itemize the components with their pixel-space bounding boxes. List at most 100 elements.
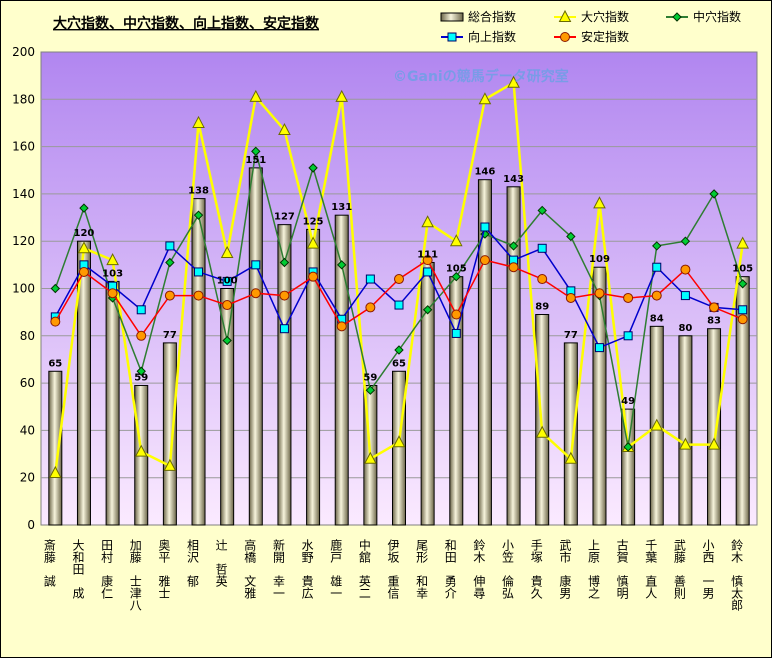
series-marker (680, 236, 691, 246)
series-marker (707, 437, 721, 450)
series-marker (136, 366, 146, 376)
series-marker (335, 89, 349, 102)
x-tick-label: 鈴木 慎太郎 (730, 538, 744, 611)
series-marker (593, 196, 606, 209)
x-tick-label: 和田 勇介 (443, 539, 457, 599)
series-marker (565, 292, 576, 303)
x-tick-label: 千葉 直人 (644, 539, 658, 599)
series-marker (279, 290, 290, 301)
series-marker (423, 267, 433, 277)
series-marker (279, 257, 290, 268)
series-marker (650, 418, 664, 431)
bar (76, 240, 91, 526)
series-marker (78, 266, 89, 277)
series-marker (566, 231, 576, 242)
bar-data-label: 109 (589, 254, 610, 265)
series-marker (48, 465, 62, 478)
series-marker (251, 260, 261, 270)
series-marker (392, 435, 406, 448)
series-marker (194, 267, 204, 277)
legend-label: 安定指数 (581, 29, 629, 44)
series-marker (564, 451, 578, 464)
series-marker (336, 321, 347, 332)
series-marker (623, 292, 634, 303)
bar-data-label: 65 (48, 358, 62, 369)
series-marker (680, 264, 691, 275)
bar (306, 228, 321, 526)
series-marker (508, 262, 519, 273)
series-marker (165, 257, 175, 268)
bar-data-label: 120 (74, 228, 95, 239)
series-marker (507, 75, 520, 88)
series-marker (50, 316, 61, 327)
x-tick-label: 武市 康男 (558, 539, 572, 599)
bar (248, 167, 263, 526)
series-marker (736, 236, 750, 249)
series-marker (422, 305, 433, 315)
y-tick-label: 140 (12, 187, 35, 201)
x-tick-label: 伊坂 重信 (386, 539, 400, 600)
x-tick-label: 小西 一男 (701, 539, 715, 599)
x-tick-label: 辻 哲英 (214, 539, 228, 587)
series-marker (651, 290, 662, 301)
series-marker (451, 309, 462, 320)
bar (621, 408, 636, 526)
bar-data-label: 65 (392, 358, 406, 369)
bar-data-label: 105 (732, 264, 753, 275)
x-tick-label: 水野 貴広 (300, 539, 314, 599)
series-marker (479, 255, 490, 266)
bar-data-label: 77 (564, 330, 578, 341)
series-marker (679, 437, 692, 450)
y-tick-label: 160 (12, 140, 35, 154)
y-tick-label: 60 (20, 376, 35, 390)
bar (392, 370, 406, 526)
series-marker (451, 271, 461, 282)
legend-label: 大穴指数 (581, 9, 629, 24)
bar-data-label: 59 (134, 372, 148, 383)
series-marker (222, 276, 232, 286)
legend-marker (558, 9, 572, 22)
series-marker (220, 245, 234, 259)
series-marker (652, 241, 662, 251)
bar-data-label: 89 (535, 302, 549, 313)
series-marker (594, 288, 605, 299)
x-tick-label: 中舘 英二 (357, 538, 371, 599)
bar (420, 261, 435, 526)
x-tick-label: 小笠 倫弘 (501, 539, 515, 599)
series-marker (508, 241, 519, 251)
series-marker (422, 255, 433, 266)
bar (707, 328, 722, 526)
series-marker (136, 330, 147, 341)
bar (592, 266, 607, 526)
x-tick-label: 尾形 和幸 (415, 539, 429, 599)
series-marker (193, 290, 204, 301)
series-marker (278, 122, 291, 136)
series-marker (738, 305, 748, 315)
series-marker (136, 305, 146, 315)
bar-data-label: 49 (621, 396, 635, 407)
bar-data-label: 125 (303, 216, 324, 227)
series-marker (709, 302, 720, 313)
bar (220, 288, 235, 526)
bar (191, 198, 206, 526)
series-marker (451, 328, 461, 338)
x-tick-label: 古賀 慎明 (615, 538, 629, 600)
series-marker (308, 271, 319, 282)
bar-data-label: 59 (363, 372, 377, 383)
series-marker (421, 215, 434, 228)
series-marker (50, 283, 61, 294)
series-marker (535, 425, 549, 438)
bar-data-label: 131 (331, 202, 352, 213)
series-marker (134, 444, 148, 457)
bar (735, 276, 750, 526)
bar-data-label: 138 (188, 186, 209, 197)
series-marker (308, 163, 318, 173)
bar-data-label: 84 (650, 313, 664, 324)
series-marker (394, 274, 404, 285)
series-marker (107, 288, 118, 299)
x-tick-label: 新開 幸一 (271, 538, 285, 599)
series-marker (594, 343, 604, 353)
bar (277, 224, 292, 526)
